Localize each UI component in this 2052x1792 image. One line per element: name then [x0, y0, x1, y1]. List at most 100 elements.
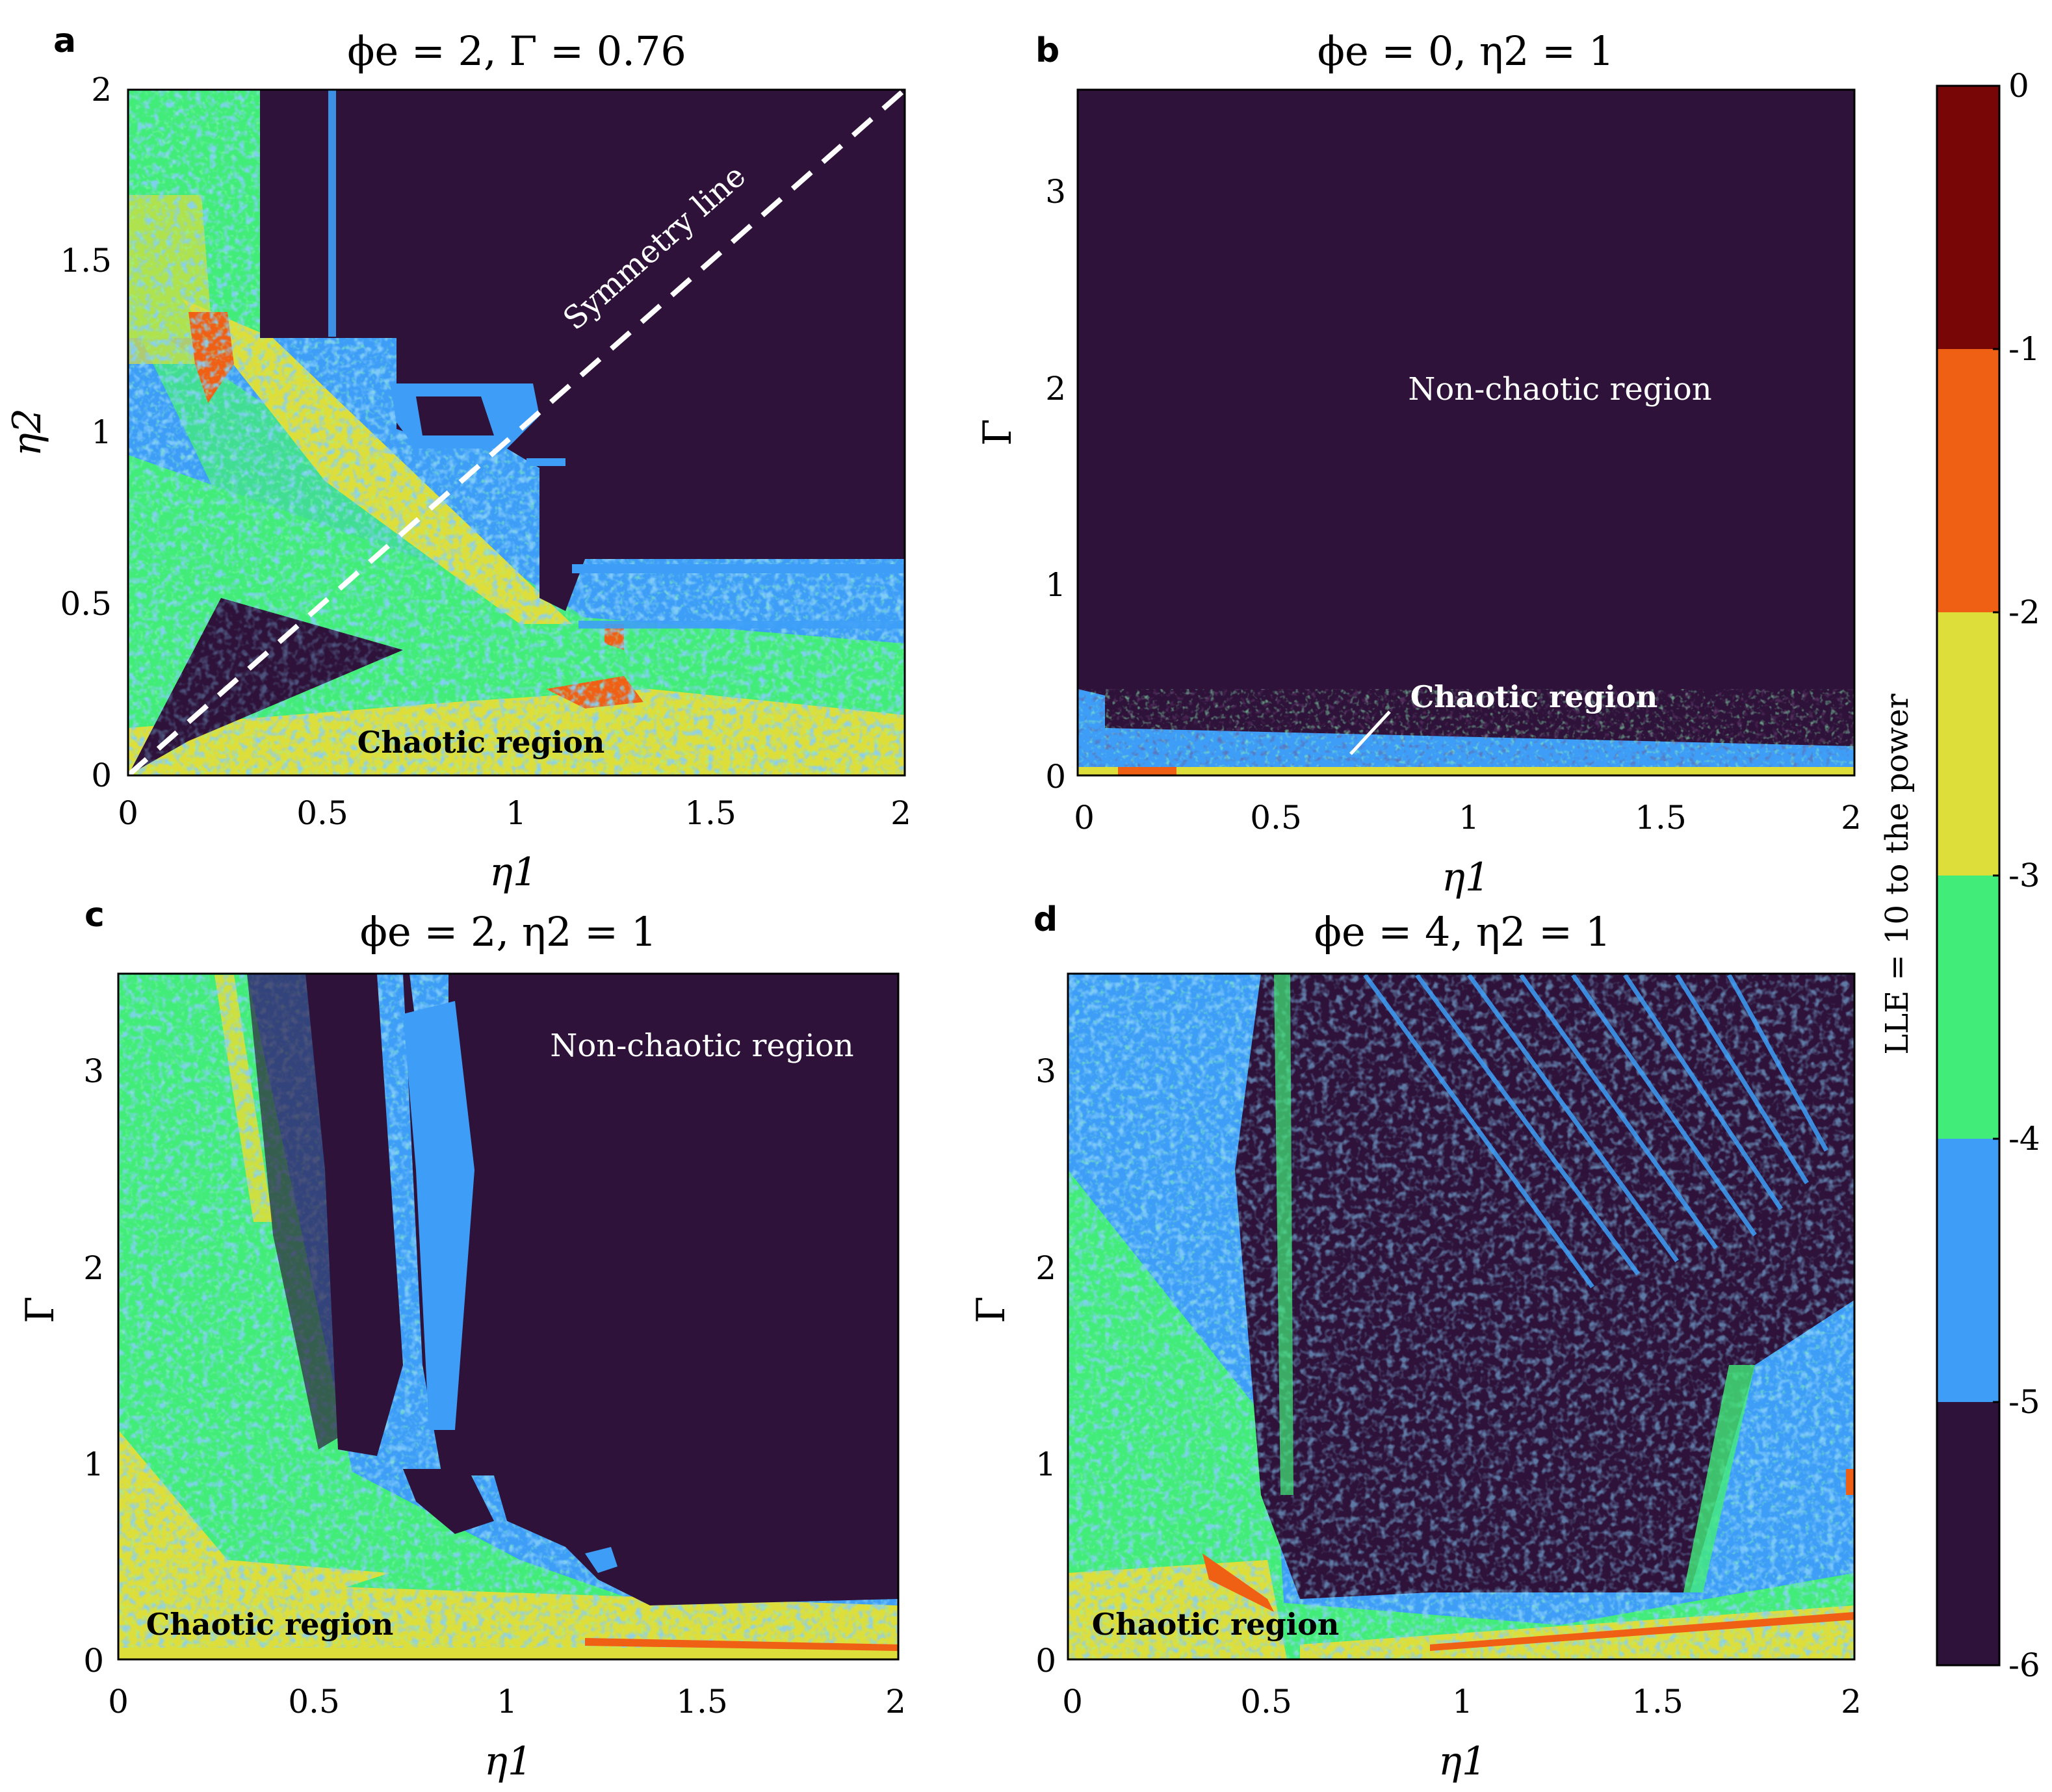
tick-label: 3 [1035, 1052, 1056, 1090]
panel-c-chaotic-label: Chaotic region [146, 1607, 394, 1642]
tick-label: 0 [1045, 758, 1066, 796]
tick-label: 1 [1035, 1446, 1056, 1483]
panel-a-ylabel: η2 [5, 408, 50, 456]
tick-label: 0.5 [60, 585, 112, 623]
colorbar-tick-label: -2 [2008, 593, 2040, 631]
panel-a-letter: a [53, 21, 76, 60]
colorbar: 0 -1 -2 -3 -4 -5 -6 LLE = 10 to the power [1879, 67, 2040, 1684]
panel-b-ylabel: Γ [975, 419, 1020, 446]
panel-b-chaotic-label: Chaotic region [1410, 679, 1658, 714]
panel-b-xlabel: η1 [1442, 855, 1490, 900]
tick-label: 0 [118, 794, 138, 832]
tick-label: 3 [1045, 173, 1066, 211]
colorbar-band [1937, 612, 1999, 876]
colorbar-band [1937, 86, 1999, 350]
panel-d-title: ϕe = 4, η2 = 1 [1314, 908, 1611, 955]
tick-label: 1 [83, 1446, 104, 1483]
panel-b-frame [1076, 88, 1856, 777]
panel-d-frame [1067, 972, 1856, 1661]
colorbar-band [1937, 1139, 1999, 1403]
tick-label: 2 [1035, 1249, 1056, 1287]
tick-label: 2 [885, 1683, 906, 1721]
panel-d-chaotic-label: Chaotic region [1092, 1607, 1340, 1642]
tick-label: 0 [1074, 799, 1095, 837]
tick-label: 1.5 [684, 794, 736, 832]
panel-c-xlabel: η1 [484, 1739, 532, 1784]
colorbar-tick-label: -6 [2008, 1646, 2040, 1684]
panel-d-yticks: 0 1 2 3 [1035, 1052, 1056, 1680]
tick-label: 0 [108, 1683, 129, 1721]
tick-label: 3 [83, 1052, 104, 1090]
tick-label: 2 [91, 71, 112, 109]
tick-label: 1.5 [676, 1683, 728, 1721]
tick-label: 0 [83, 1642, 104, 1680]
tick-label: 0 [91, 757, 112, 794]
panel-a-xlabel: η1 [489, 850, 538, 895]
panel-c: c ϕe = 2, η2 = 1 Non-chaotic region Chao… [18, 896, 906, 1784]
colorbar-tick-label: 0 [2008, 67, 2029, 105]
colorbar-ticks: 0 -1 -2 -3 -4 -5 -6 [1993, 67, 2040, 1684]
panel-c-ylabel: Γ [18, 1296, 63, 1323]
tick-label: 1 [91, 413, 112, 451]
panel-b-title: ϕe = 0, η2 = 1 [1318, 27, 1615, 75]
panel-d-ylabel: Γ [968, 1296, 1014, 1323]
colorbar-band [1937, 1402, 1999, 1666]
colorbar-bands [1937, 86, 1999, 1666]
panel-b-yticks: 0 1 2 3 [1045, 173, 1066, 796]
colorbar-band [1937, 349, 1999, 613]
tick-label: 0.5 [288, 1683, 340, 1721]
panel-c-letter: c [84, 896, 105, 935]
panel-c-frame [117, 972, 900, 1661]
tick-label: 1 [1452, 1683, 1473, 1721]
panel-d-xticks: 0 0.5 1 1.5 2 [1062, 1683, 1862, 1721]
tick-label: 2 [1841, 799, 1862, 837]
panel-b: b ϕe = 0, η2 = 1 Non-chaotic region Chao… [975, 27, 1862, 900]
panel-b-letter: b [1035, 31, 1059, 70]
panel-a-title: ϕe = 2, Γ = 0.76 [347, 27, 686, 75]
panel-b-heatmap [1078, 90, 1854, 775]
tick-label: 1 [506, 794, 526, 832]
tick-label: 0 [1062, 1683, 1083, 1721]
colorbar-tick-label: -3 [2008, 857, 2040, 894]
symmetry-line [128, 90, 905, 775]
panel-d-heatmap [1068, 974, 1854, 1659]
panel-d-xlabel: η1 [1438, 1739, 1487, 1784]
panel-a-yticks: 0 0.5 1 1.5 2 [60, 71, 112, 794]
panel-a-xticks: 0 0.5 1 1.5 2 [118, 794, 911, 832]
tick-label: 1.5 [60, 242, 112, 279]
colorbar-tick-label: -1 [2008, 330, 2040, 368]
panel-b-xticks: 0 0.5 1 1.5 2 [1074, 799, 1862, 837]
tick-label: 0 [1035, 1642, 1056, 1680]
panel-a-frame [127, 88, 906, 777]
tick-label: 0.5 [296, 794, 348, 832]
panel-c-yticks: 0 1 2 3 [83, 1052, 104, 1680]
tick-label: 2 [83, 1249, 104, 1287]
panel-c-heatmap [118, 974, 898, 1659]
tick-label: 2 [1841, 1683, 1862, 1721]
panel-c-nonchaotic-label: Non-chaotic region [550, 1028, 853, 1064]
panel-d-letter: d [1033, 900, 1058, 939]
tick-label: 2 [890, 794, 911, 832]
colorbar-tick-label: -5 [2008, 1383, 2040, 1421]
tick-label: 0.5 [1250, 799, 1302, 837]
colorbar-band [1937, 876, 1999, 1139]
panel-c-xticks: 0 0.5 1 1.5 2 [108, 1683, 906, 1721]
panel-a: a ϕe = 2, Γ = 0.76 [5, 21, 911, 895]
tick-label: 1.5 [1635, 799, 1687, 837]
panel-c-title: ϕe = 2, η2 = 1 [360, 908, 657, 955]
panel-d-stripes [1363, 974, 1829, 1289]
tick-label: 2 [1045, 370, 1066, 408]
panel-b-pointer [1349, 710, 1391, 755]
panel-a-chaotic-label: Chaotic region [357, 725, 605, 760]
tick-label: 1 [497, 1683, 517, 1721]
colorbar-label: LLE = 10 to the power [1879, 694, 1916, 1054]
tick-label: 0.5 [1240, 1683, 1292, 1721]
panel-d: d ϕe = 4, η2 = 1 [968, 900, 1862, 1784]
colorbar-tick-label: -4 [2008, 1120, 2040, 1158]
tick-label: 1.5 [1631, 1683, 1683, 1721]
tick-label: 1 [1459, 799, 1479, 837]
panel-a-heatmap [128, 90, 905, 775]
tick-label: 1 [1045, 566, 1066, 604]
panel-b-nonchaotic-label: Non-chaotic region [1408, 371, 1711, 408]
